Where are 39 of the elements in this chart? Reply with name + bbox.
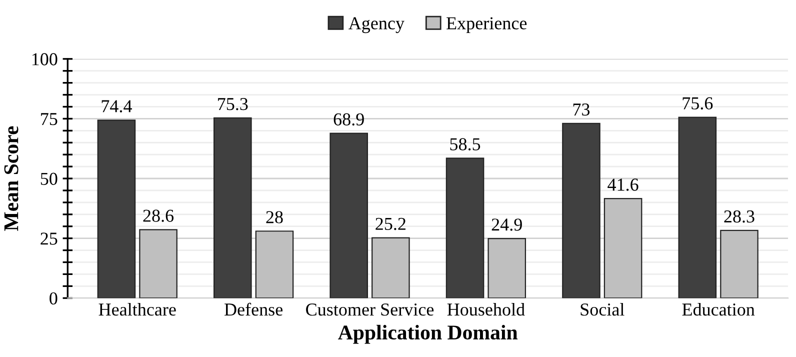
- data-label: 41.6: [608, 178, 638, 191]
- x-axis-title: Application Domain: [338, 324, 518, 344]
- y-tick-label: 0: [50, 292, 58, 305]
- bar: [720, 230, 758, 298]
- data-label: 75.3: [218, 98, 248, 110]
- data-label: 28.6: [143, 210, 174, 222]
- y-tick-label: 100: [32, 53, 58, 66]
- bar: [372, 237, 410, 298]
- data-label: 28: [266, 211, 283, 224]
- data-label: 28.3: [724, 210, 754, 223]
- bar: [139, 229, 178, 298]
- data-label: 74.4: [102, 100, 132, 112]
- data-label: 68.9: [334, 113, 364, 126]
- bar: [604, 198, 642, 298]
- x-tick-label: Customer Service: [306, 304, 434, 316]
- x-tick-label: Social: [580, 302, 624, 316]
- bar: [562, 122, 600, 298]
- x-tick-label: Defense: [224, 302, 283, 316]
- bar: [330, 132, 368, 298]
- data-label: 73: [573, 104, 590, 116]
- x-tick-label: Healthcare: [98, 302, 176, 316]
- x-tick-label: Household: [447, 302, 525, 316]
- y-tick-label: 50: [40, 172, 58, 185]
- y-tick-label: 75: [41, 113, 58, 126]
- bar: [97, 120, 136, 298]
- data-label: 25.2: [376, 218, 406, 230]
- y-tick-label: 25: [40, 232, 58, 245]
- bar: [678, 116, 717, 298]
- data-label: 24.9: [492, 218, 522, 231]
- bar: [446, 158, 484, 298]
- data-label: 58.5: [450, 138, 480, 150]
- y-axis-title: Mean Score: [4, 126, 18, 231]
- x-tick-label: Education: [682, 302, 755, 316]
- bar: [214, 117, 252, 298]
- legend-label: Experience: [446, 17, 527, 34]
- bar: [488, 238, 526, 298]
- bar: [255, 230, 294, 298]
- legend-label: Agency: [348, 17, 404, 34]
- data-label: 75.6: [682, 97, 713, 110]
